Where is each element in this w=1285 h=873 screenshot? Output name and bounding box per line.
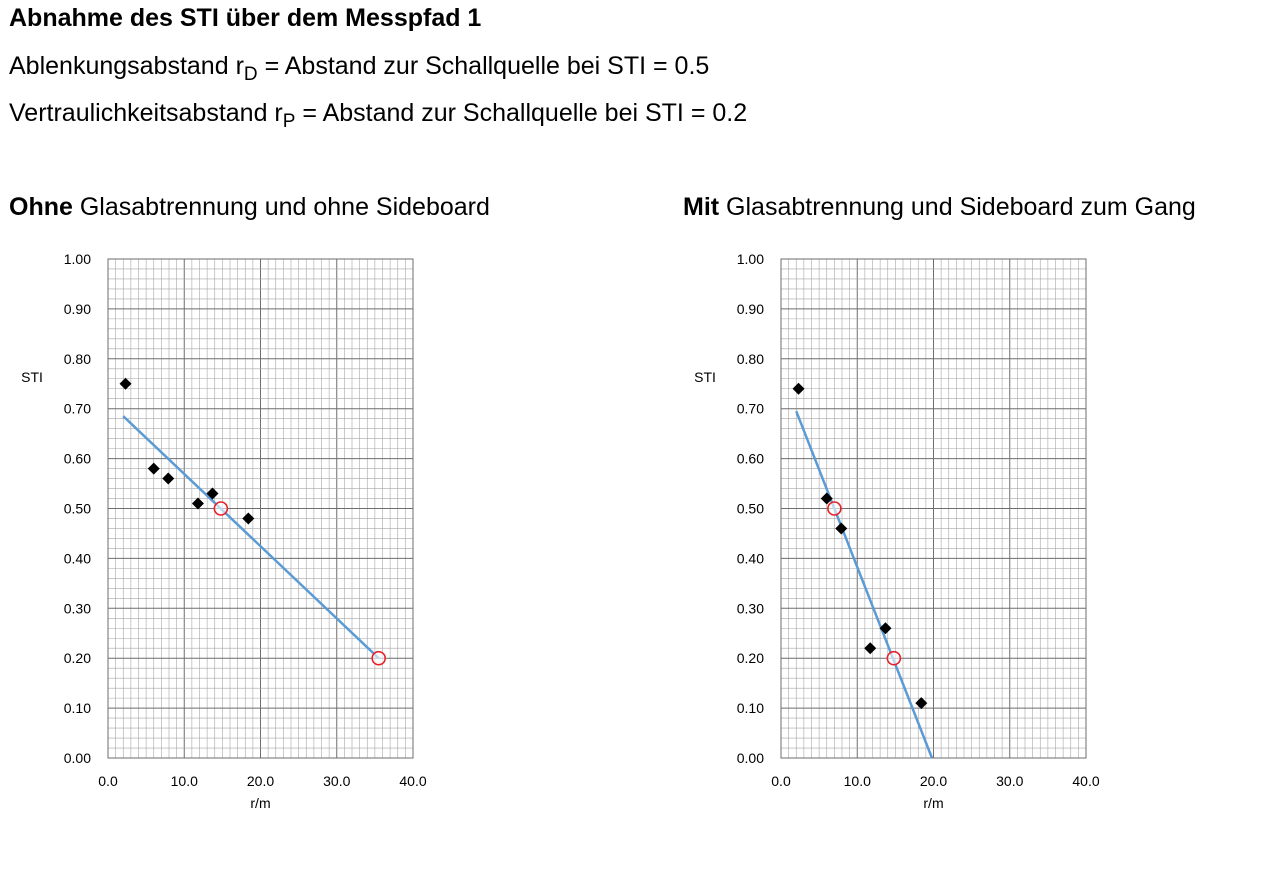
data-point bbox=[191, 497, 204, 510]
y-tick-label: 0.30 bbox=[64, 600, 91, 616]
y-tick-label: 1.00 bbox=[737, 251, 764, 267]
y-tick-label: 0.40 bbox=[64, 550, 91, 566]
y-tick-label: 0.90 bbox=[737, 301, 764, 317]
chart-ohne: 0.00 0.10 0.20 0.30 0.40 0.50 0.60 0.70 0.80 0.90… bbox=[21, 251, 427, 811]
chart-mit: 0.00 0.10 0.20 0.30 0.40 0.50 0.60 0.70 0.80 0.90… bbox=[694, 251, 1100, 811]
y-tick-label: 0.10 bbox=[737, 700, 764, 716]
y-tick-label: 0.70 bbox=[737, 401, 764, 417]
data-point bbox=[792, 382, 805, 395]
page-title: Abnahme des STI über dem Messpfad 1 bbox=[9, 4, 482, 32]
threshold-marker bbox=[371, 650, 386, 666]
threshold-marker bbox=[213, 501, 229, 516]
chart-title-mit-rest: Glasabtrennung und Sideboard zum Gang bbox=[719, 193, 1196, 221]
definition-rd-sub: D bbox=[243, 64, 258, 85]
x-tick-label: 10.0 bbox=[844, 773, 871, 789]
y-tick-label: 0.60 bbox=[64, 451, 91, 467]
y-tick-label: 0.80 bbox=[64, 351, 91, 367]
trend-line bbox=[122, 415, 380, 660]
y-tick-label: 0.20 bbox=[737, 650, 764, 666]
definition-rd-post: = Abstand zur Schallquelle bei STI = 0.5 bbox=[257, 52, 710, 80]
x-tick-label: 10.0 bbox=[171, 773, 198, 789]
data-point bbox=[879, 622, 892, 635]
x-tick-label: 0.0 bbox=[771, 773, 791, 789]
y-tick-label: 1.00 bbox=[64, 251, 91, 267]
y-tick-label: 0.80 bbox=[737, 351, 764, 367]
definition-rd: Ablenkungsabstand rD = Abstand zur Schal… bbox=[9, 52, 710, 85]
definition-rp-sub: P bbox=[282, 111, 296, 132]
x-tick-label: 30.0 bbox=[323, 773, 350, 789]
y-tick-label: 0.30 bbox=[737, 600, 764, 616]
data-point bbox=[162, 472, 175, 485]
threshold-marker bbox=[827, 501, 842, 516]
definition-rp-pre: Vertraulichkeitsabstand r bbox=[9, 99, 283, 127]
x-tick-label: 0.0 bbox=[98, 773, 118, 789]
y-tick-label: 0.60 bbox=[737, 451, 764, 467]
definition-rd-pre: Ablenkungsabstand r bbox=[9, 52, 244, 80]
chart-title-ohne-rest: Glasabtrennung und ohne Sideboard bbox=[72, 193, 490, 221]
data-point bbox=[820, 492, 833, 505]
y-tick-label: 0.00 bbox=[64, 750, 91, 766]
plot-area-border bbox=[780, 258, 1087, 759]
x-tick-label: 20.0 bbox=[247, 773, 274, 789]
definition-rp-post: = Abstand zur Schallquelle bei STI = 0.2 bbox=[295, 99, 748, 127]
x-axis-label: r/m bbox=[923, 795, 943, 811]
x-axis-label: r/m bbox=[250, 795, 270, 811]
y-tick-label: 0.10 bbox=[64, 700, 91, 716]
data-point bbox=[864, 642, 877, 655]
y-tick-label: 0.50 bbox=[737, 501, 764, 517]
y-tick-label: 0.90 bbox=[64, 301, 91, 317]
data-point bbox=[915, 697, 928, 710]
x-tick-label: 40.0 bbox=[399, 773, 426, 789]
chart-title-ohne: Ohne Glasabtrennung und ohne Sideboard bbox=[9, 193, 490, 222]
chart-title-mit: Mit Glasabtrennung und Sideboard zum Gan… bbox=[683, 193, 1196, 222]
chart-title-mit-bold: Mit bbox=[683, 193, 720, 221]
y-tick-label: 0.00 bbox=[737, 750, 764, 766]
data-point bbox=[147, 462, 160, 475]
y-axis-label: STI bbox=[694, 369, 716, 385]
data-point bbox=[119, 377, 132, 390]
data-point bbox=[206, 487, 219, 500]
y-tick-label: 0.20 bbox=[64, 650, 91, 666]
trend-line bbox=[795, 410, 934, 759]
y-tick-label: 0.40 bbox=[737, 550, 764, 566]
y-tick-label: 0.50 bbox=[64, 501, 91, 517]
definition-rp: Vertraulichkeitsabstand rP = Abstand zur… bbox=[9, 99, 748, 132]
chart-title-ohne-bold: Ohne bbox=[9, 193, 73, 221]
data-point bbox=[242, 512, 255, 525]
x-tick-label: 40.0 bbox=[1072, 773, 1099, 789]
y-tick-label: 0.70 bbox=[64, 401, 91, 417]
x-tick-label: 20.0 bbox=[920, 773, 947, 789]
threshold-marker bbox=[886, 650, 902, 666]
y-axis-label: STI bbox=[21, 369, 43, 385]
data-point bbox=[835, 522, 848, 535]
plot-area-border bbox=[107, 258, 414, 759]
x-tick-label: 30.0 bbox=[996, 773, 1023, 789]
